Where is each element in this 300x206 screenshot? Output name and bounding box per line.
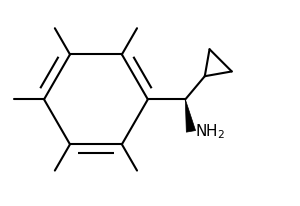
Polygon shape	[185, 99, 196, 132]
Text: NH$_2$: NH$_2$	[195, 122, 225, 141]
